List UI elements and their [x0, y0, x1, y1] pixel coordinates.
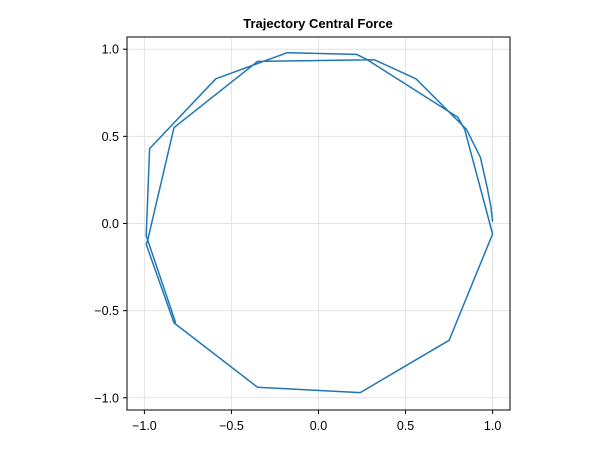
x-tick-label: −0.5: [219, 419, 244, 433]
x-tick-label: 0.5: [397, 419, 414, 433]
trajectory-line-0: [145, 51, 494, 394]
chart-title: Trajectory Central Force: [243, 16, 393, 31]
y-tick-label: 1.0: [102, 43, 119, 57]
y-tick-label: 0.0: [102, 217, 119, 231]
x-tick-label: −1.0: [132, 419, 157, 433]
grid-lines: [127, 37, 510, 410]
x-tick-label: 0.0: [310, 419, 327, 433]
plot-area: [145, 51, 494, 394]
y-tick-label: −1.0: [94, 391, 119, 405]
y-tick-label: −0.5: [94, 304, 119, 318]
x-tick-label: 1.0: [484, 419, 501, 433]
y-tick-label: 0.5: [102, 130, 119, 144]
axis-ticks: −1.0 −0.5 0.0 0.5 1.0 −1.0 −0.5 0.0 0.5 1.0: [94, 43, 501, 433]
